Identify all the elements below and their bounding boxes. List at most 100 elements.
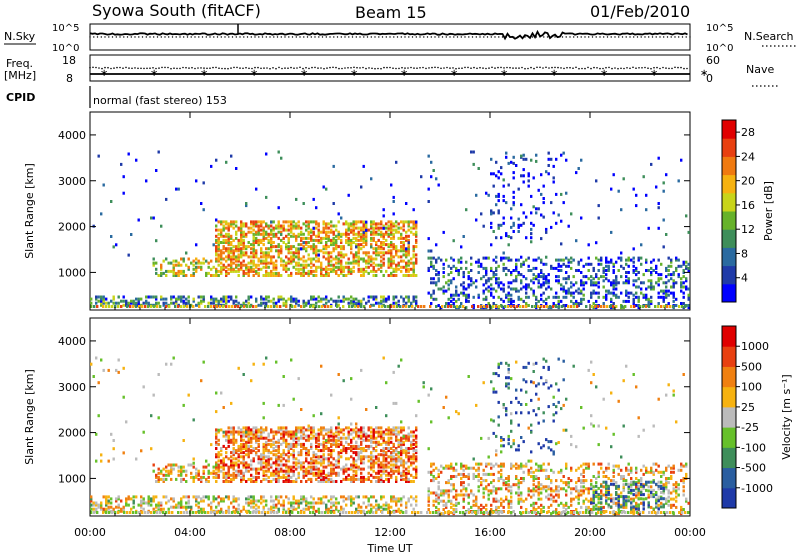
power-cell <box>103 184 105 187</box>
nave-dot <box>317 67 319 69</box>
velocity-cell <box>150 504 152 507</box>
nave-dot <box>482 67 484 69</box>
nave-dot <box>542 67 544 69</box>
power-cell <box>278 296 280 299</box>
velocity-cell <box>385 441 387 444</box>
power-ground-cell <box>342 305 344 308</box>
freq-marker: ∗ <box>300 68 308 79</box>
power-cell <box>548 172 550 175</box>
power-cell <box>388 225 390 228</box>
power-cell <box>503 288 505 291</box>
nave-dot <box>464 67 466 69</box>
power-cell <box>678 259 680 262</box>
velocity-cell <box>235 508 237 511</box>
power-ground-cell <box>174 305 176 308</box>
velocity-cell <box>255 508 257 511</box>
power-cell <box>500 224 502 227</box>
nave-dot <box>308 68 310 70</box>
velocity-cell <box>238 508 240 511</box>
power-cell <box>503 257 505 260</box>
nave-dot <box>170 68 172 70</box>
power-cell <box>228 300 230 303</box>
power-cell <box>380 296 382 299</box>
nsearch-dot <box>494 36 495 37</box>
velocity-cell <box>250 474 252 477</box>
power-cell <box>278 231 280 234</box>
power-cell <box>288 229 290 232</box>
velocity-cell <box>195 495 197 498</box>
velocity-cell <box>305 468 307 471</box>
velocity-cell <box>270 457 272 460</box>
power-cell <box>188 300 190 303</box>
velocity-cell <box>228 435 230 438</box>
nave-dot <box>596 67 598 69</box>
power-cell <box>385 239 387 242</box>
velocity-cell <box>190 472 192 475</box>
nsearch-dot <box>341 36 342 37</box>
velocity-cell <box>300 426 302 429</box>
power-cell <box>273 262 275 265</box>
power-cell <box>683 286 685 289</box>
velocity-cell <box>350 455 352 458</box>
power-cell <box>163 272 165 275</box>
velocity-cell <box>313 502 315 505</box>
nsearch-dot <box>521 36 522 37</box>
power-cell <box>598 263 600 266</box>
power-cell <box>600 275 602 278</box>
power-cell <box>323 245 325 248</box>
power-cell <box>198 302 200 305</box>
power-cell <box>310 235 312 238</box>
power-cell <box>480 263 482 266</box>
power-cell <box>465 261 467 264</box>
nsearch-dot <box>517 36 518 37</box>
nave-dot <box>224 68 226 70</box>
power-cell <box>473 281 475 284</box>
power-cell <box>530 288 532 291</box>
power-cell <box>605 294 607 297</box>
velocity-cell <box>390 451 392 454</box>
velocity-cell <box>395 497 397 500</box>
power-cell <box>315 260 317 263</box>
velocity-cell <box>385 508 387 511</box>
power-cell <box>285 220 287 223</box>
velocity-cell <box>263 495 265 498</box>
velocity-cell <box>353 428 355 431</box>
power-cell <box>255 298 257 301</box>
velocity-cell <box>363 495 365 498</box>
power-cell <box>570 261 572 264</box>
velocity-cell <box>218 443 220 446</box>
power-cell <box>210 302 212 305</box>
power-cell <box>560 288 562 291</box>
power-cell <box>203 181 205 184</box>
power-cell <box>360 233 362 236</box>
power-cell <box>393 260 395 263</box>
velocity-cell <box>373 455 375 458</box>
power-cell <box>295 255 297 258</box>
velocity-cell <box>315 472 317 475</box>
nsearch-dot <box>318 36 319 37</box>
power-cell <box>533 224 535 227</box>
power-colorbar-tick-label: 4 <box>741 272 748 285</box>
nsearch-dot <box>93 36 94 37</box>
power-cell <box>348 298 350 301</box>
velocity-cell <box>370 445 372 448</box>
power-cell <box>443 286 445 289</box>
velocity-cell <box>228 426 230 429</box>
nsearch-dot <box>686 36 687 37</box>
velocity-cell <box>278 464 280 467</box>
velocity-cell <box>255 426 257 429</box>
power-cell <box>345 220 347 223</box>
power-cell <box>430 175 432 178</box>
velocity-cell <box>303 508 305 511</box>
velocity-cell <box>268 480 270 483</box>
power-cell <box>540 193 542 196</box>
power-cell <box>258 225 260 228</box>
velocity-cell <box>218 459 220 462</box>
power-cell <box>618 257 620 260</box>
power-cell <box>628 300 630 303</box>
power-cell <box>98 155 100 158</box>
power-cell <box>575 290 577 293</box>
power-cell <box>243 260 245 263</box>
power-cell <box>383 233 385 236</box>
velocity-cell <box>328 457 330 460</box>
